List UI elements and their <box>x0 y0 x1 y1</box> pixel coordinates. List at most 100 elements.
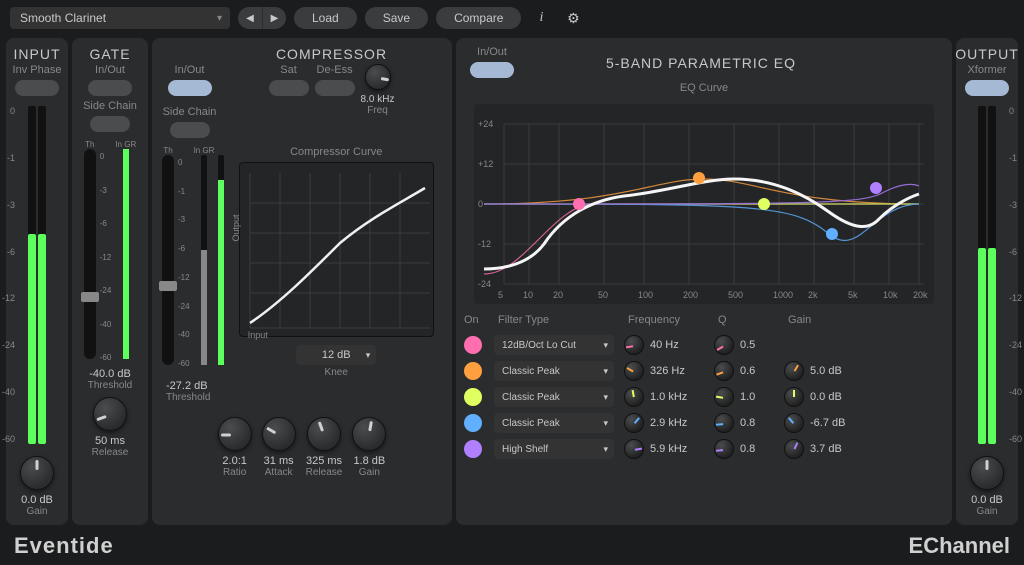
eq-band-row: Classic Peak 2.9 kHz 0.8 -6.7 dB <box>460 410 948 436</box>
output-meter-ticks: 0-1-3-6-12-24-40-60 <box>1009 106 1024 444</box>
eq-io-toggle[interactable] <box>470 62 514 78</box>
preset-nav: ◀ ▶ <box>238 7 286 29</box>
comp-sat-toggle[interactable] <box>269 80 309 96</box>
gate-th-label: Th <box>85 140 94 149</box>
eq-gain-knob-2[interactable] <box>784 387 804 407</box>
comp-deess-toggle[interactable] <box>315 80 355 96</box>
svg-text:20: 20 <box>553 290 563 300</box>
eq-freq-knob-2[interactable] <box>624 387 644 407</box>
eq-q-knob-1[interactable] <box>714 361 734 381</box>
save-button[interactable]: Save <box>365 7 428 29</box>
gear-icon[interactable]: ⚙ <box>561 6 585 30</box>
comp-ratio-knob[interactable] <box>218 417 252 451</box>
eq-band-row: Classic Peak 326 Hz 0.6 5.0 dB <box>460 358 948 384</box>
eq-band-on-2[interactable] <box>464 388 482 406</box>
xformer-toggle[interactable] <box>965 80 1009 96</box>
eq-filter-select-0[interactable]: 12dB/Oct Lo Cut <box>494 335 614 355</box>
eq-header-row: On Filter Type Frequency Q Gain <box>464 314 948 326</box>
inv-phase-toggle[interactable] <box>15 80 59 96</box>
eq-gain-knob-4[interactable] <box>784 439 804 459</box>
comp-io-toggle[interactable] <box>168 80 212 96</box>
eq-freq-knob-4[interactable] <box>624 439 644 459</box>
eq-gain-knob-1[interactable] <box>784 361 804 381</box>
input-meter: 0-1-3-6-12-24-40-60 <box>17 106 57 444</box>
comp-sc-label: Side Chain <box>163 106 217 118</box>
eq-graph[interactable]: +24+120-12-24 510205010020050010002k5k10… <box>474 104 934 304</box>
eq-q-knob-3[interactable] <box>714 413 734 433</box>
svg-text:1000: 1000 <box>773 290 793 300</box>
gate-title: GATE <box>89 46 130 62</box>
gate-gr-label: In GR <box>115 140 136 149</box>
eq-freq-knob-3[interactable] <box>624 413 644 433</box>
svg-text:2k: 2k <box>808 290 818 300</box>
eq-filter-select-3[interactable]: Classic Peak <box>494 413 614 433</box>
preset-next-button[interactable]: ▶ <box>262 7 286 29</box>
gate-sc-label: Side Chain <box>83 100 137 112</box>
output-gain-knob-block: 0.0 dB Gain <box>970 456 1004 517</box>
svg-text:200: 200 <box>683 290 698 300</box>
comp-curve-graph[interactable]: Output Input <box>239 162 434 337</box>
eq-gain-knob-3[interactable] <box>784 413 804 433</box>
gate-release-knob[interactable] <box>93 397 127 431</box>
gate-thresh-label: Threshold <box>88 380 132 391</box>
eq-q-knob-0[interactable] <box>714 335 734 355</box>
preset-select[interactable]: Smooth Clarinet <box>10 7 230 29</box>
eq-hdr-on: On <box>464 314 498 326</box>
gate-io-toggle[interactable] <box>88 80 132 96</box>
eq-hdr-gain: Gain <box>788 314 878 326</box>
load-button[interactable]: Load <box>294 7 357 29</box>
eq-band-on-0[interactable] <box>464 336 482 354</box>
eq-freq-knob-1[interactable] <box>624 361 644 381</box>
eq-curve-label: EQ Curve <box>680 82 728 94</box>
eq-band-on-3[interactable] <box>464 414 482 432</box>
eq-filter-select-4[interactable]: High Shelf <box>494 439 614 459</box>
eq-filter-select-1[interactable]: Classic Peak <box>494 361 614 381</box>
input-gain-value: 0.0 dB <box>21 494 53 506</box>
comp-gr-meter <box>218 155 224 365</box>
eq-freq-knob-0[interactable] <box>624 335 644 355</box>
svg-text:+24: +24 <box>478 119 493 129</box>
preset-name: Smooth Clarinet <box>20 11 106 25</box>
comp-threshold-slider[interactable] <box>162 155 174 365</box>
preset-prev-button[interactable]: ◀ <box>238 7 262 29</box>
comp-thresh-label: Threshold <box>166 392 210 403</box>
comp-sc-toggle[interactable] <box>170 122 210 138</box>
top-bar: Smooth Clarinet ◀ ▶ Load Save Compare i … <box>0 0 1024 36</box>
comp-title: COMPRESSOR <box>276 46 387 62</box>
eq-band-on-1[interactable] <box>464 362 482 380</box>
svg-text:10: 10 <box>523 290 533 300</box>
comp-knee-select[interactable]: 12 dB <box>296 345 376 365</box>
input-gain-label: Gain <box>26 506 47 517</box>
comp-gr-label: In GR <box>194 146 215 155</box>
input-meter-ticks: 0-1-3-6-12-24-40-60 <box>0 106 15 444</box>
eq-band-row: 12dB/Oct Lo Cut 40 Hz 0.5 <box>460 332 948 358</box>
gate-sc-toggle[interactable] <box>90 116 130 132</box>
comp-freq-knob[interactable] <box>365 64 391 90</box>
output-gain-knob[interactable] <box>970 456 1004 490</box>
svg-text:10k: 10k <box>883 290 898 300</box>
eq-controls: On Filter Type Frequency Q Gain 12dB/Oct… <box>460 310 948 462</box>
input-module: INPUT Inv Phase 0-1-3-6-12-24-40-60 0.0 … <box>6 38 68 525</box>
input-gain-knob[interactable] <box>20 456 54 490</box>
eq-q-knob-2[interactable] <box>714 387 734 407</box>
gate-io-label: In/Out <box>95 64 125 76</box>
eq-filter-select-2[interactable]: Classic Peak <box>494 387 614 407</box>
comp-io-label: In/Out <box>175 64 205 76</box>
info-icon[interactable]: i <box>529 6 553 30</box>
comp-scale: 0-1-3-6-12-24-40-60 <box>178 158 190 368</box>
svg-text:50: 50 <box>598 290 608 300</box>
output-title: OUTPUT <box>955 46 1019 62</box>
comp-gain-knob[interactable] <box>352 417 386 451</box>
compressor-module: In/Out Side Chain COMPRESSOR Sat De-Ess <box>152 38 452 525</box>
comp-th-label: Th <box>163 146 172 155</box>
input-title: INPUT <box>14 46 61 62</box>
comp-curve-title: Compressor Curve <box>290 146 382 158</box>
gate-threshold-slider[interactable] <box>84 149 96 359</box>
eq-q-knob-4[interactable] <box>714 439 734 459</box>
eq-band-on-4[interactable] <box>464 440 482 458</box>
comp-attack-knob[interactable] <box>262 417 296 451</box>
comp-sat-label: Sat <box>280 64 297 76</box>
comp-release-knob[interactable] <box>307 417 341 451</box>
compare-button[interactable]: Compare <box>436 7 521 29</box>
main-area: INPUT Inv Phase 0-1-3-6-12-24-40-60 0.0 … <box>0 36 1024 531</box>
